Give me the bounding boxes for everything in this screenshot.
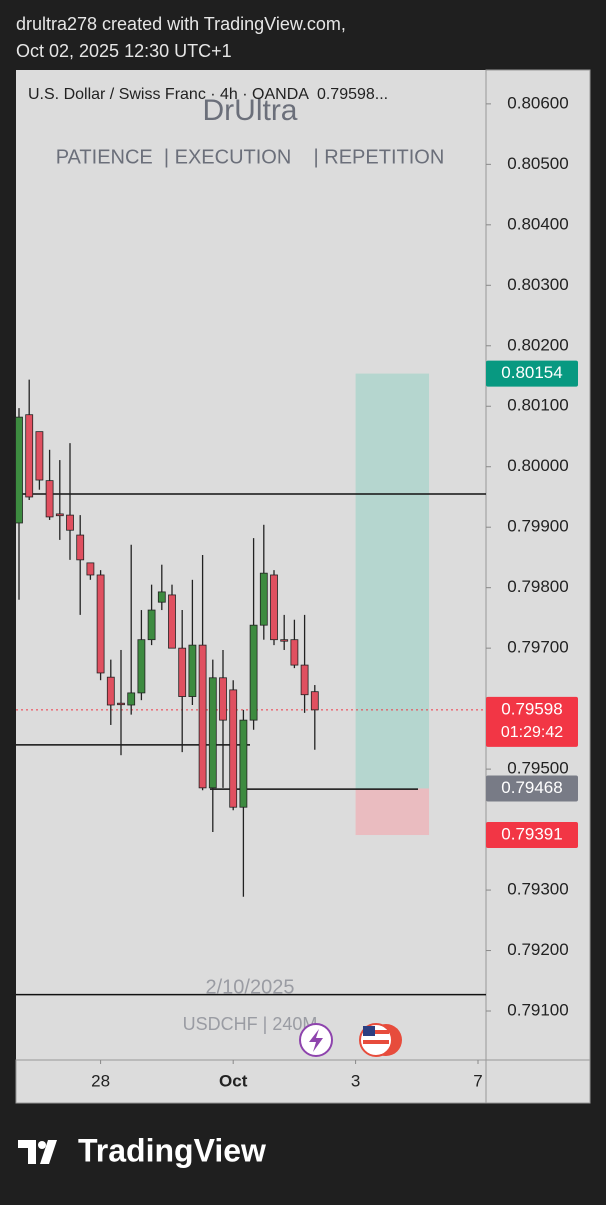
watermark-symbol: USDCHF | 240M — [183, 1014, 318, 1034]
y-tick-label: 0.80500 — [507, 154, 568, 173]
candle-body — [157, 591, 166, 603]
y-tick-label: 0.79100 — [507, 1000, 568, 1019]
price-label: 0.79468 — [501, 778, 562, 797]
price-label-box — [486, 696, 578, 747]
time-axis — [15, 1059, 487, 1104]
flag-stripe — [363, 1040, 389, 1044]
axis-corner — [485, 1059, 591, 1104]
candle-body — [249, 624, 258, 721]
candle-body — [198, 644, 207, 789]
price-label: 0.79391 — [501, 825, 562, 844]
price-axis — [485, 69, 591, 1061]
price-label-box — [486, 775, 578, 802]
candle-body — [300, 664, 309, 696]
candle-body — [239, 719, 248, 808]
brand-name: TradingView — [78, 1132, 266, 1168]
header-line: Oct 02, 2025 12:30 UTC+1 — [16, 41, 232, 61]
watermark-motto: PATIENCE | EXECUTION | REPETITION — [56, 146, 445, 168]
candle-body — [76, 534, 85, 561]
candle-body — [208, 677, 217, 789]
y-tick-label: 0.80400 — [507, 214, 568, 233]
candle-body — [35, 431, 44, 481]
y-tick-label: 0.80200 — [507, 335, 568, 354]
icon-bolt — [309, 1029, 323, 1052]
header-line: drultra278 created with TradingView.com, — [16, 14, 346, 34]
candle-body — [96, 574, 105, 674]
y-tick-label: 0.79200 — [507, 940, 568, 959]
candle-body — [15, 416, 23, 524]
candle-body — [86, 562, 95, 576]
brand-logo-dot — [38, 1141, 46, 1149]
candle-body — [188, 644, 197, 697]
brand: TradingView — [18, 1132, 266, 1168]
target-zone — [355, 373, 430, 789]
price-countdown: 01:29:42 — [501, 724, 563, 741]
chart-title: U.S. Dollar / Swiss Franc · 4h · OANDA 0… — [28, 86, 388, 103]
price-label: 0.80154 — [501, 363, 562, 382]
candle-body — [280, 639, 289, 642]
y-tick-label: 0.80100 — [507, 396, 568, 415]
x-tick-label: 3 — [351, 1071, 360, 1090]
y-tick-label: 0.80600 — [507, 93, 568, 112]
candle-body — [66, 514, 74, 531]
stop-zone — [355, 788, 430, 836]
brand-logo — [18, 1140, 57, 1164]
candle-body — [137, 639, 146, 694]
watermark-date: 2/10/2025 — [206, 976, 295, 998]
candle-body — [178, 647, 187, 697]
y-tick-label: 0.79700 — [507, 638, 568, 657]
candle-body — [106, 676, 115, 706]
candle-body — [259, 572, 268, 626]
candle-body — [219, 677, 227, 721]
y-tick-label: 0.79300 — [507, 880, 568, 899]
y-tick-label: 0.80000 — [507, 456, 568, 475]
flag-icon[interactable] — [359, 1023, 402, 1057]
candle-body — [168, 594, 176, 649]
price-label-box — [486, 360, 578, 387]
candle-body — [229, 689, 238, 808]
x-tick-label: 7 — [473, 1071, 482, 1090]
candle-body — [45, 480, 54, 518]
watermark-name: DrUltra — [203, 94, 298, 127]
candle-body — [55, 513, 64, 517]
candle-body — [270, 574, 278, 641]
y-tick-label: 0.79500 — [507, 759, 568, 778]
flag-canton — [363, 1026, 375, 1036]
y-tick-label: 0.79800 — [507, 577, 568, 596]
candle-body — [310, 691, 319, 711]
y-tick-label: 0.80300 — [507, 275, 568, 294]
x-tick-label: Oct — [219, 1071, 248, 1090]
candle-body — [290, 639, 299, 666]
candle-body — [25, 414, 34, 498]
candle-body — [147, 609, 156, 641]
price-label-box — [486, 822, 578, 849]
flag-stripe — [363, 1030, 389, 1034]
y-tick-label: 0.79900 — [507, 517, 568, 536]
lightning-icon[interactable] — [299, 1023, 333, 1057]
candle-body — [117, 702, 125, 706]
x-tick-label: 28 — [91, 1071, 110, 1090]
candle-body — [127, 692, 136, 706]
price-label: 0.79598 — [501, 699, 562, 718]
